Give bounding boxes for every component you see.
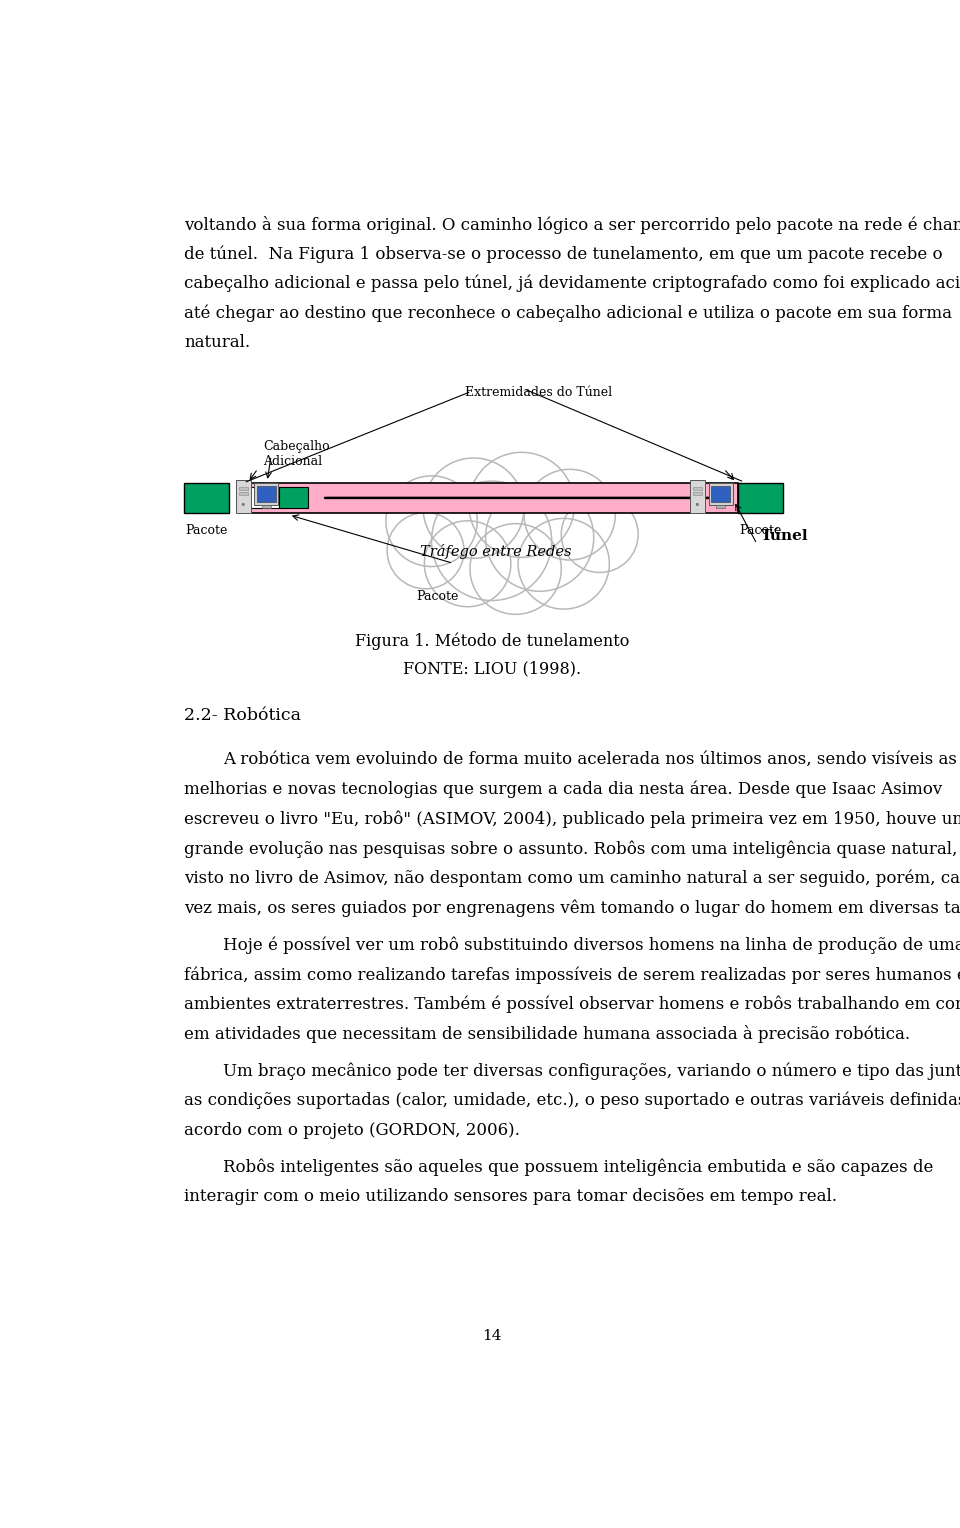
Text: natural.: natural. — [184, 335, 251, 351]
Circle shape — [486, 484, 593, 591]
Text: interagir com o meio utilizando sensores para tomar decisões em tempo real.: interagir com o meio utilizando sensores… — [184, 1189, 837, 1206]
Circle shape — [423, 458, 524, 558]
Text: até chegar ao destino que reconhece o cabeçalho adicional e utiliza o pacote em : até chegar ao destino que reconhece o ca… — [184, 304, 952, 322]
Circle shape — [387, 512, 464, 588]
Circle shape — [518, 518, 610, 610]
Text: Tráfego entre Redes: Tráfego entre Redes — [420, 544, 571, 559]
Text: cabeçalho adicional e passa pelo túnel, já devidamente criptografado como foi ex: cabeçalho adicional e passa pelo túnel, … — [184, 275, 960, 292]
Bar — [278, 487, 308, 509]
Bar — [716, 504, 725, 507]
Bar — [239, 487, 248, 490]
Circle shape — [242, 503, 245, 506]
Bar — [693, 487, 702, 490]
FancyBboxPatch shape — [236, 480, 251, 513]
FancyBboxPatch shape — [708, 483, 732, 506]
Text: visto no livro de Asimov, não despontam como um caminho natural a ser seguido, p: visto no livro de Asimov, não despontam … — [184, 869, 960, 888]
Text: Túnel: Túnel — [761, 529, 808, 542]
FancyBboxPatch shape — [690, 480, 705, 513]
Text: A robótica vem evoluindo de forma muito acelerada nos últimos anos, sendo visíve: A robótica vem evoluindo de forma muito … — [223, 752, 957, 769]
Bar — [250, 487, 278, 509]
Circle shape — [470, 524, 562, 614]
Text: de túnel.  Na Figura 1 observa-se o processo de tunelamento, em que um pacote re: de túnel. Na Figura 1 observa-se o proce… — [184, 246, 943, 263]
Text: acordo com o projeto (GORDON, 2006).: acordo com o projeto (GORDON, 2006). — [184, 1122, 520, 1138]
Circle shape — [562, 497, 638, 573]
Bar — [711, 486, 731, 501]
Text: escreveu o livro "Eu, robô" (ASIMOV, 2004), publicado pela primeira vez em 1950,: escreveu o livro "Eu, robô" (ASIMOV, 200… — [184, 810, 960, 828]
Circle shape — [432, 481, 552, 601]
Text: Pacote: Pacote — [739, 524, 781, 536]
Bar — [262, 504, 271, 507]
Bar — [693, 492, 702, 495]
Text: Extremidades do Túnel: Extremidades do Túnel — [465, 387, 612, 399]
Text: voltando à sua forma original. O caminho lógico a ser percorrido pelo pacote na : voltando à sua forma original. O caminho… — [184, 215, 960, 234]
Text: as condições suportadas (calor, umidade, etc.), o peso suportado e outras variáv: as condições suportadas (calor, umidade,… — [184, 1093, 960, 1109]
Circle shape — [524, 469, 615, 559]
Bar — [239, 492, 248, 495]
Text: em atividades que necessitam de sensibilidade humana associada à precisão robóti: em atividades que necessitam de sensibil… — [184, 1025, 910, 1044]
Text: Figura 1. Método de tunelamento: Figura 1. Método de tunelamento — [355, 633, 629, 649]
Circle shape — [696, 503, 699, 506]
Text: ambientes extraterrestres. Também é possível observar homens e robôs trabalhando: ambientes extraterrestres. Também é poss… — [184, 996, 960, 1013]
Circle shape — [424, 521, 511, 607]
Text: 2.2- Robótica: 2.2- Robótica — [184, 706, 301, 724]
Text: 14: 14 — [482, 1329, 502, 1343]
Text: Cabeçalho
Adicional: Cabeçalho Adicional — [263, 440, 330, 468]
FancyBboxPatch shape — [254, 483, 278, 506]
Bar — [184, 483, 229, 513]
Text: grande evolução nas pesquisas sobre o assunto. Robôs com uma inteligência quase : grande evolução nas pesquisas sobre o as… — [184, 840, 960, 857]
Text: Pacote: Pacote — [417, 590, 459, 604]
Text: vez mais, os seres guiados por engrenagens vêm tomando o lugar do homem em diver: vez mais, os seres guiados por engrenage… — [184, 900, 960, 917]
Text: melhorias e novas tecnologias que surgem a cada dia nesta área. Desde que Isaac : melhorias e novas tecnologias que surgem… — [184, 781, 943, 798]
Text: Hoje é possível ver um robô substituindo diversos homens na linha de produção de: Hoje é possível ver um robô substituindo… — [223, 937, 960, 953]
Circle shape — [468, 452, 574, 558]
Circle shape — [386, 475, 477, 567]
Text: fábrica, assim como realizando tarefas impossíveis de serem realizadas por seres: fábrica, assim como realizando tarefas i… — [184, 966, 960, 984]
Text: Pacote: Pacote — [185, 524, 228, 536]
Bar — [256, 486, 276, 501]
Text: Robôs inteligentes são aqueles que possuem inteligência embutida e são capazes d: Robôs inteligentes são aqueles que possu… — [223, 1158, 933, 1177]
Bar — [247, 483, 737, 513]
Bar — [737, 483, 782, 513]
Text: Um braço mecânico pode ter diversas configurações, variando o número e tipo das : Um braço mecânico pode ter diversas conf… — [223, 1062, 960, 1080]
Text: FONTE: LIOU (1998).: FONTE: LIOU (1998). — [403, 660, 581, 677]
